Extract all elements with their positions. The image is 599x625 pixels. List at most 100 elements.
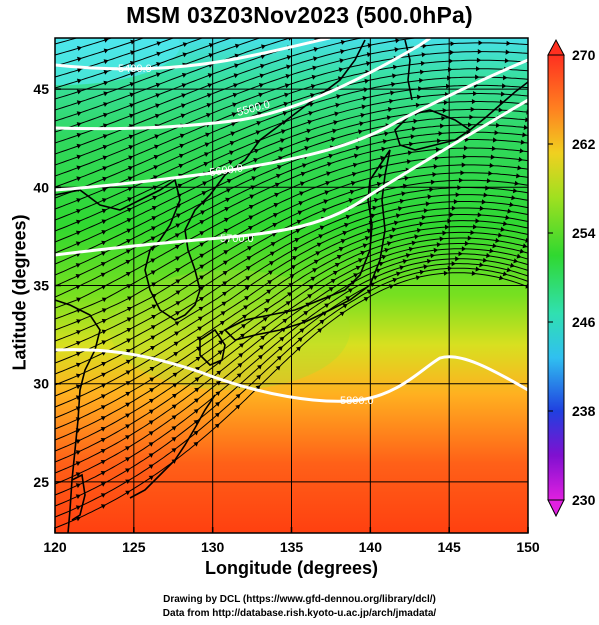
y-tick-label: 30 — [33, 376, 49, 392]
wind-arrowhead — [258, 83, 264, 88]
wind-arrowhead — [101, 329, 107, 335]
wind-arrowhead — [150, 335, 156, 341]
wind-arrowhead — [312, 65, 318, 71]
wind-arrowhead — [214, 412, 220, 418]
wind-arrowhead — [76, 154, 82, 160]
wind-arrowhead — [407, 150, 413, 156]
wind-arrowhead — [125, 490, 131, 496]
streamline — [55, 231, 528, 441]
wind-arrowhead — [230, 131, 236, 137]
wind-arrowhead — [464, 240, 470, 247]
wind-arrowhead — [225, 197, 231, 203]
cold-corner — [55, 38, 180, 85]
wind-arrowhead — [76, 100, 82, 106]
wind-arrowhead — [305, 137, 311, 143]
wind-arrowhead — [299, 328, 305, 333]
wind-arrowhead — [468, 122, 473, 128]
wind-arrowhead — [204, 152, 209, 157]
x-tick-label: 140 — [359, 539, 383, 555]
wind-arrowhead — [382, 139, 388, 144]
wind-arrowhead — [510, 262, 515, 268]
wind-arrowhead — [172, 372, 178, 378]
wind-arrowhead — [199, 231, 205, 236]
wind-arrowhead — [423, 208, 429, 214]
wind-arrowhead — [150, 325, 156, 330]
wind-arrowhead — [332, 270, 338, 276]
wind-arrowhead — [339, 58, 345, 64]
wind-arrowhead — [226, 178, 232, 184]
wind-arrowhead — [196, 336, 202, 342]
wind-arrowhead — [129, 103, 135, 108]
wind-arrowhead — [232, 102, 237, 108]
streamline — [55, 139, 528, 298]
wind-arrowhead — [511, 195, 516, 201]
wind-arrowhead — [386, 241, 392, 247]
wind-arrowhead — [150, 346, 156, 351]
contour-label-4: 5700.0 — [220, 233, 254, 245]
wind-arrowhead — [153, 154, 159, 160]
wind-arrowhead — [199, 286, 205, 291]
wind-arrowhead — [76, 176, 82, 182]
wind-arrowhead — [248, 226, 253, 231]
wind-arrowhead — [254, 139, 260, 145]
wind-arrowhead — [308, 111, 314, 116]
wind-arrowhead — [205, 132, 210, 138]
streamline — [55, 258, 528, 496]
wind-arrowhead — [250, 185, 256, 190]
wind-arrowhead — [333, 120, 339, 126]
wind-arrowhead — [125, 359, 131, 365]
wind-arrowhead — [76, 198, 82, 203]
wind-arrowhead — [502, 83, 507, 89]
wind-arrowhead — [293, 247, 299, 252]
wind-arrowhead — [364, 236, 370, 241]
wind-arrowhead — [220, 311, 226, 316]
wind-arrowhead — [342, 230, 348, 236]
wind-arrowhead — [75, 417, 81, 422]
wind-arrowhead — [328, 153, 334, 159]
wind-arrowhead — [215, 401, 220, 407]
wind-arrowhead — [126, 317, 132, 322]
wind-arrowhead — [470, 230, 475, 236]
wind-arrowhead — [171, 426, 177, 431]
wind-arrowhead — [419, 69, 425, 75]
wind-arrowhead — [175, 290, 181, 295]
wind-arrowhead — [206, 103, 212, 108]
wind-arrowhead — [384, 247, 390, 253]
wind-arrowhead — [75, 263, 81, 268]
wind-arrowhead — [222, 281, 228, 286]
wind-arrowhead — [126, 338, 132, 344]
wind-arrowhead — [323, 199, 329, 205]
wind-arrowhead — [286, 55, 292, 60]
wind-arrowhead — [311, 74, 317, 80]
wind-arrowhead — [402, 183, 408, 189]
streamline — [55, 214, 528, 408]
wind-arrowhead — [489, 162, 494, 168]
wind-arrowhead — [326, 295, 332, 300]
wind-arrowhead — [378, 173, 383, 179]
wind-arrowhead — [153, 165, 159, 170]
wind-arrowhead — [363, 87, 369, 93]
wind-arrowhead — [386, 115, 392, 121]
wind-arrowhead — [389, 234, 395, 240]
wind-arrowhead — [100, 405, 106, 410]
wind-arrowhead — [500, 226, 506, 232]
wind-arrowhead — [411, 240, 417, 246]
wind-arrowhead — [125, 381, 131, 386]
wind-arrowhead — [433, 247, 439, 253]
wind-arrowhead — [171, 393, 177, 399]
streamline — [55, 172, 528, 342]
wind-arrowhead — [215, 380, 221, 386]
wind-arrowhead — [174, 244, 180, 250]
wind-arrowhead — [306, 128, 312, 134]
wind-arrowhead — [100, 416, 106, 421]
wind-arrowhead — [101, 219, 107, 225]
wind-arrowhead — [76, 165, 82, 171]
wind-arrowhead — [180, 113, 186, 119]
wind-arrowhead — [500, 91, 506, 97]
wind-arrowhead — [259, 73, 265, 79]
wind-arrowhead — [175, 213, 181, 219]
wind-arrowhead — [273, 213, 278, 218]
x-tick-label: 145 — [437, 539, 461, 555]
y-axis-ticks: 25 30 35 40 45 — [33, 81, 61, 490]
wind-arrowhead — [125, 370, 131, 375]
